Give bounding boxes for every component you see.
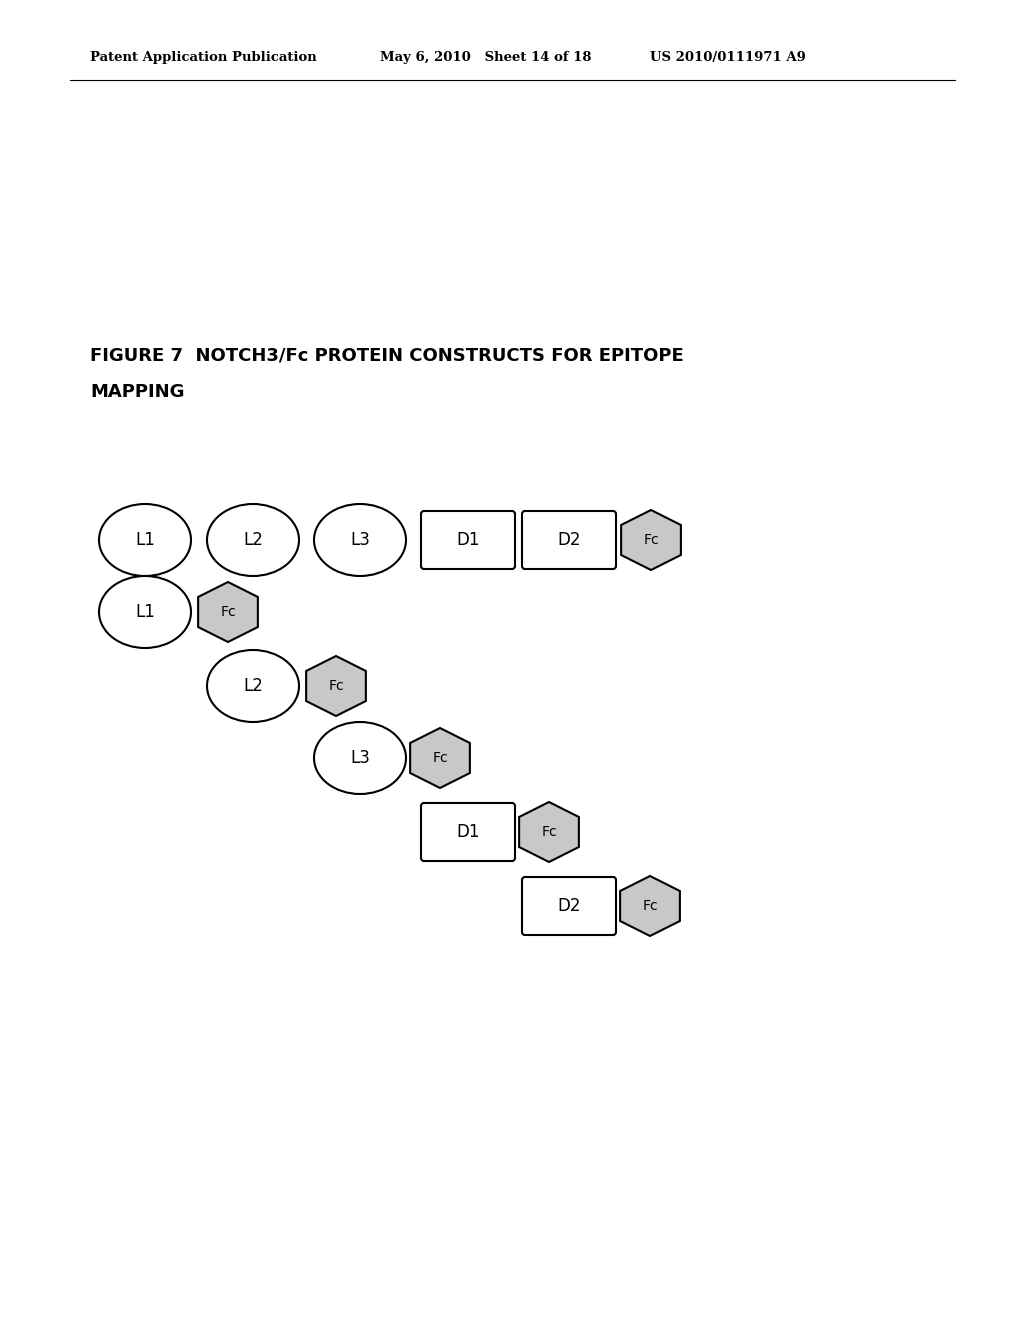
Text: D2: D2 (557, 531, 581, 549)
Text: D1: D1 (457, 531, 480, 549)
Text: Fc: Fc (328, 678, 344, 693)
Text: L1: L1 (135, 603, 155, 620)
Ellipse shape (314, 722, 406, 795)
FancyBboxPatch shape (522, 876, 616, 935)
Text: L2: L2 (243, 677, 263, 696)
Text: Fc: Fc (643, 533, 658, 546)
Text: May 6, 2010   Sheet 14 of 18: May 6, 2010 Sheet 14 of 18 (380, 51, 592, 65)
Text: Fc: Fc (220, 605, 236, 619)
Text: US 2010/0111971 A9: US 2010/0111971 A9 (650, 51, 806, 65)
Polygon shape (411, 729, 470, 788)
Text: L2: L2 (243, 531, 263, 549)
Text: Fc: Fc (432, 751, 447, 766)
Polygon shape (519, 803, 579, 862)
Ellipse shape (207, 504, 299, 576)
Text: D1: D1 (457, 822, 480, 841)
Ellipse shape (99, 504, 191, 576)
Text: Fc: Fc (642, 899, 657, 913)
Text: Fc: Fc (542, 825, 557, 840)
Polygon shape (198, 582, 258, 642)
Ellipse shape (314, 504, 406, 576)
Ellipse shape (207, 649, 299, 722)
Text: Patent Application Publication: Patent Application Publication (90, 51, 316, 65)
Text: D2: D2 (557, 898, 581, 915)
Text: MAPPING: MAPPING (90, 383, 184, 401)
Ellipse shape (99, 576, 191, 648)
FancyBboxPatch shape (421, 803, 515, 861)
Text: L3: L3 (350, 531, 370, 549)
Polygon shape (622, 510, 681, 570)
Polygon shape (306, 656, 366, 715)
Text: L3: L3 (350, 748, 370, 767)
Text: FIGURE 7  NOTCH3/Fc PROTEIN CONSTRUCTS FOR EPITOPE: FIGURE 7 NOTCH3/Fc PROTEIN CONSTRUCTS FO… (90, 346, 684, 364)
Text: L1: L1 (135, 531, 155, 549)
Polygon shape (621, 876, 680, 936)
FancyBboxPatch shape (522, 511, 616, 569)
FancyBboxPatch shape (421, 511, 515, 569)
